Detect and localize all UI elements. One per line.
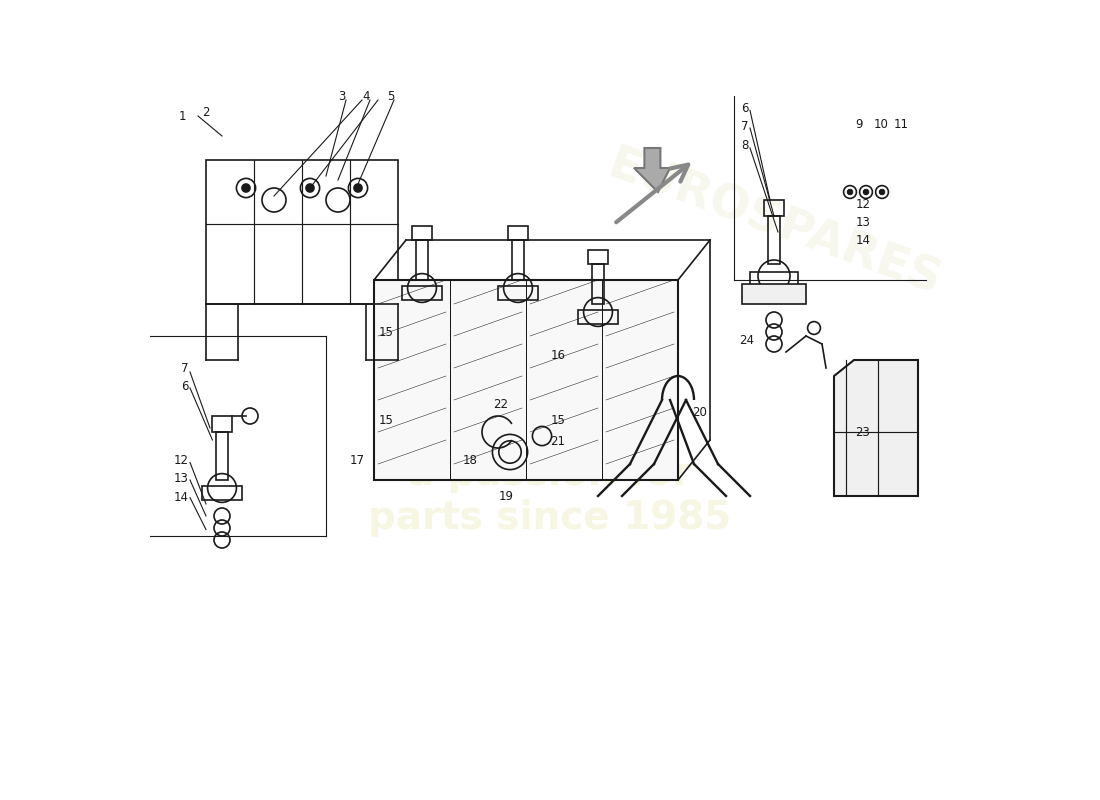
Text: 23: 23 xyxy=(856,426,870,438)
Bar xyxy=(498,286,538,300)
Text: 12: 12 xyxy=(856,198,870,210)
Bar xyxy=(764,200,783,216)
Text: 15: 15 xyxy=(379,414,394,426)
Bar xyxy=(578,310,618,324)
Text: 13: 13 xyxy=(856,216,870,229)
Circle shape xyxy=(242,184,250,192)
Bar xyxy=(212,416,232,432)
Text: 9: 9 xyxy=(856,118,864,130)
Text: 10: 10 xyxy=(874,118,889,130)
Bar xyxy=(374,280,678,480)
Polygon shape xyxy=(634,148,670,192)
Circle shape xyxy=(306,184,313,192)
Text: 6: 6 xyxy=(180,380,188,393)
Text: 11: 11 xyxy=(894,118,909,130)
Text: 12: 12 xyxy=(174,454,188,466)
Text: 22: 22 xyxy=(494,398,508,410)
Circle shape xyxy=(864,190,868,194)
Circle shape xyxy=(848,190,852,194)
Bar xyxy=(742,284,806,304)
Bar xyxy=(206,160,398,304)
Text: 2: 2 xyxy=(202,106,210,118)
Text: 6: 6 xyxy=(741,102,748,114)
Text: a passion for
parts since 1985: a passion for parts since 1985 xyxy=(368,455,732,537)
Text: 15: 15 xyxy=(379,326,394,338)
Polygon shape xyxy=(834,360,918,496)
Text: 14: 14 xyxy=(856,234,870,246)
Bar xyxy=(416,240,428,280)
Text: 7: 7 xyxy=(741,120,748,133)
Text: 4: 4 xyxy=(363,90,370,102)
Text: 17: 17 xyxy=(350,454,364,466)
Circle shape xyxy=(354,184,362,192)
Bar xyxy=(588,250,607,264)
Bar xyxy=(512,240,525,280)
Text: EUROSPARES: EUROSPARES xyxy=(601,142,947,306)
Text: 19: 19 xyxy=(499,490,514,502)
Bar xyxy=(412,226,431,240)
Bar xyxy=(202,486,242,500)
Text: 3: 3 xyxy=(339,90,346,102)
Text: 7: 7 xyxy=(180,362,188,374)
Bar xyxy=(402,286,442,300)
Text: 13: 13 xyxy=(174,472,188,485)
Bar xyxy=(508,226,528,240)
Text: 5: 5 xyxy=(386,90,394,102)
Circle shape xyxy=(880,190,884,194)
Text: 18: 18 xyxy=(463,454,478,466)
Text: 16: 16 xyxy=(551,350,566,362)
Text: 14: 14 xyxy=(174,491,188,504)
Text: 8: 8 xyxy=(741,139,748,152)
Bar xyxy=(750,272,798,288)
Bar xyxy=(768,216,780,264)
Bar xyxy=(216,432,229,480)
Bar xyxy=(592,264,604,304)
Text: 20: 20 xyxy=(692,406,707,418)
Text: 24: 24 xyxy=(739,334,754,346)
Text: 15: 15 xyxy=(551,414,566,426)
Text: 21: 21 xyxy=(550,435,565,448)
Text: 1: 1 xyxy=(178,110,186,122)
